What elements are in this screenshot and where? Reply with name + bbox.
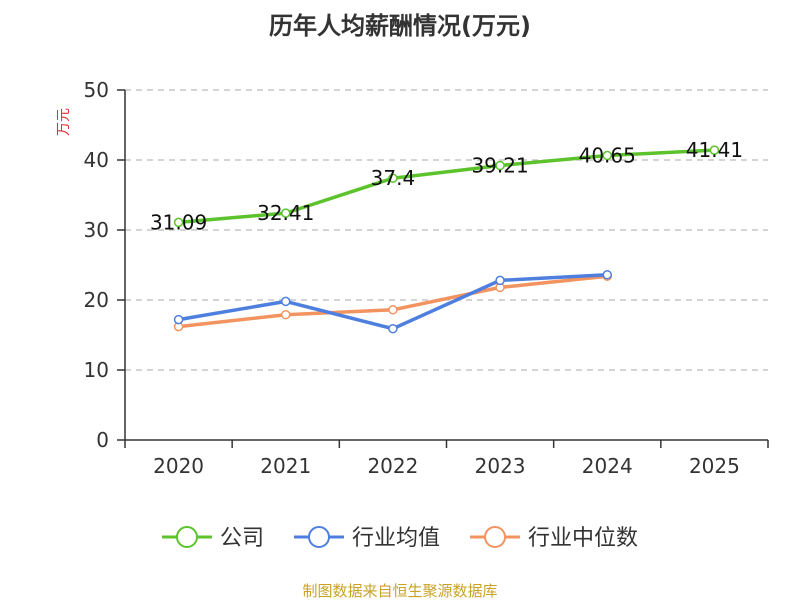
legend-label-industry_median: 行业中位数 xyxy=(528,526,638,551)
legend-marker-industry_median xyxy=(484,526,507,548)
y-tick-label: 0 xyxy=(96,428,109,452)
data-point-company xyxy=(709,145,720,155)
chart-title: 历年人均薪酬情况(万元) xyxy=(269,12,531,40)
data-point-industry_avg xyxy=(173,314,184,325)
data-point-company xyxy=(281,208,291,218)
data-point-company xyxy=(495,160,505,171)
y-tick-label: 40 xyxy=(84,148,109,172)
data-point-company xyxy=(173,217,184,228)
y-tick-label: 50 xyxy=(84,78,109,102)
x-tick-label: 2025 xyxy=(689,454,740,478)
data-label: 31.09 xyxy=(150,210,207,234)
data-label: 41.41 xyxy=(686,138,743,162)
data-point-industry_median xyxy=(281,309,291,320)
data-label: 39.21 xyxy=(471,154,528,178)
x-tick-labels: 2020 2021 2022 2023 2024 2025 xyxy=(153,454,740,478)
axes xyxy=(117,89,769,448)
gridlines xyxy=(125,89,768,371)
x-tick-label: 2021 xyxy=(260,454,311,478)
data-labels: 31.09 32.41 37.4 39.21 40.65 41.41 xyxy=(150,138,743,234)
data-point-industry_avg xyxy=(388,323,398,334)
y-tick-label: 20 xyxy=(84,288,109,312)
data-label: 40.65 xyxy=(579,143,636,167)
legend-marker-company xyxy=(175,526,198,548)
legend: 公司 行业均值 行业中位数 xyxy=(161,526,638,551)
y-tick-label: 30 xyxy=(84,218,109,242)
x-tick-label: 2023 xyxy=(475,454,526,478)
y-axis-label: 万元 xyxy=(56,108,72,136)
footer-source: 制图数据来自恒生聚源数据库 xyxy=(302,582,497,600)
data-point-company xyxy=(388,173,398,183)
legend-label-company: 公司 xyxy=(220,526,264,551)
data-label: 32.41 xyxy=(257,201,314,225)
series-line-industry_median xyxy=(178,274,608,329)
y-tick-label: 10 xyxy=(84,358,109,382)
x-tick-label: 2020 xyxy=(153,454,204,478)
series-group xyxy=(173,145,720,334)
y-tick-labels: 0 10 20 30 40 50 xyxy=(84,78,109,452)
data-point-industry_avg xyxy=(602,270,612,280)
data-point-industry_median xyxy=(388,305,398,315)
data-label: 37.4 xyxy=(371,166,416,190)
data-point-industry_avg xyxy=(495,275,505,286)
x-tick-label: 2024 xyxy=(582,454,633,478)
x-tick-label: 2022 xyxy=(367,454,418,478)
legend-marker-industry_avg xyxy=(307,526,330,548)
series-line-company xyxy=(178,148,715,225)
legend-label-industry_avg: 行业均值 xyxy=(352,526,440,551)
data-point-industry_avg xyxy=(281,296,291,307)
data-point-company xyxy=(602,150,612,161)
